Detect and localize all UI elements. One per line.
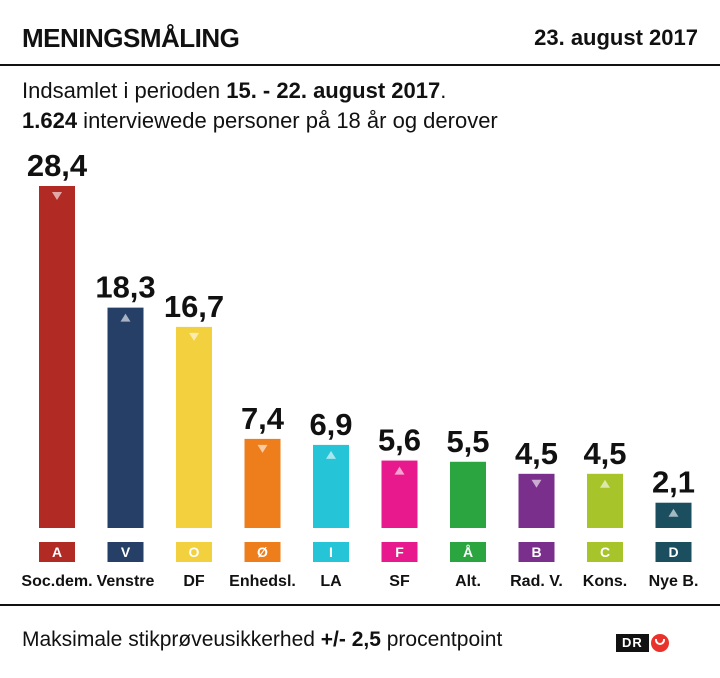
category-label: SF bbox=[389, 573, 410, 590]
party-letter: O bbox=[189, 544, 200, 560]
trend-up-icon bbox=[668, 508, 679, 517]
value-label: 4,5 bbox=[583, 436, 626, 471]
party-letter-badge bbox=[518, 542, 555, 562]
category-label: Rad. V. bbox=[510, 573, 563, 590]
party-letter-badge bbox=[587, 542, 623, 562]
subtitle-respondents: 1.624 interviewede personer på 18 år og … bbox=[22, 108, 498, 134]
chart-date: 23. august 2017 bbox=[534, 25, 698, 50]
bar-O bbox=[176, 326, 212, 528]
bar-Å bbox=[450, 461, 486, 528]
dr-logo-icon bbox=[650, 634, 669, 652]
trend-up-icon bbox=[326, 450, 336, 459]
party-letter: C bbox=[600, 544, 610, 560]
party-letter: Ø bbox=[257, 544, 268, 560]
trend-up-icon bbox=[394, 466, 405, 475]
category-label: DF bbox=[183, 573, 205, 590]
party-letter-badge bbox=[107, 542, 144, 562]
category-label: Nye B. bbox=[649, 573, 699, 590]
bar-A bbox=[39, 186, 75, 528]
value-label: 5,6 bbox=[378, 423, 421, 458]
bar-V bbox=[107, 307, 144, 528]
bar-chart: 28,4ASoc.dem.18,3VVenstre16,7ODF7,4ØEnhe… bbox=[21, 148, 699, 590]
dr-logo-text: DR bbox=[616, 634, 649, 652]
top-divider bbox=[0, 64, 720, 66]
value-label: 16,7 bbox=[164, 289, 224, 324]
category-label: Kons. bbox=[583, 573, 627, 590]
party-letter: V bbox=[121, 544, 131, 560]
value-label: 18,3 bbox=[95, 270, 155, 305]
footer-suffix: procentpoint bbox=[380, 628, 503, 651]
party-letter-badge bbox=[39, 542, 75, 562]
party-letter-badge bbox=[176, 542, 212, 562]
party-letter: A bbox=[52, 544, 62, 560]
subtitle-period: Indsamlet i perioden 15. - 22. august 20… bbox=[22, 78, 446, 104]
respondent-count: 1.624 bbox=[22, 108, 78, 133]
party-letter: I bbox=[329, 544, 333, 560]
trend-up-icon bbox=[120, 313, 131, 322]
category-label: LA bbox=[320, 573, 342, 590]
party-letter-badge bbox=[655, 542, 692, 562]
party-letter: F bbox=[395, 544, 404, 560]
chart-header: MENINGSMÅLING 23. august 2017 bbox=[22, 16, 698, 60]
category-label: Venstre bbox=[97, 573, 155, 590]
value-label: 7,4 bbox=[241, 401, 285, 436]
chart-title: MENINGSMÅLING bbox=[22, 22, 240, 53]
footer-prefix: Maksimale stikprøveusikkerhed bbox=[22, 628, 321, 651]
value-label: 28,4 bbox=[27, 148, 88, 183]
trend-up-icon bbox=[600, 479, 610, 488]
category-label: Soc.dem. bbox=[21, 573, 92, 590]
value-label: 2,1 bbox=[652, 465, 695, 500]
party-letter-badge bbox=[313, 542, 349, 562]
category-label: Enhedsl. bbox=[229, 573, 296, 590]
party-letter: D bbox=[668, 544, 678, 560]
trend-down-icon bbox=[52, 192, 62, 200]
subtitle-period-dates: 15. - 22. august 2017 bbox=[226, 78, 441, 103]
subtitle-period-suffix: . bbox=[440, 78, 447, 103]
value-label: 5,5 bbox=[446, 424, 489, 459]
value-label: 6,9 bbox=[309, 407, 352, 442]
party-letter: Å bbox=[463, 544, 473, 560]
trend-down-icon bbox=[531, 479, 542, 488]
subtitle-period-prefix: Indsamlet i perioden bbox=[22, 78, 227, 103]
party-letter-badge bbox=[381, 542, 418, 562]
respondent-description: interviewede personer på 18 år og derove… bbox=[77, 108, 498, 133]
bar-Ø bbox=[244, 438, 281, 528]
footer-note: Maksimale stikprøveusikkerhed +/- 2,5 pr… bbox=[22, 628, 502, 652]
value-label: 4,5 bbox=[515, 436, 558, 471]
trend-down-icon bbox=[189, 332, 199, 341]
dr-logo: DR bbox=[616, 634, 669, 652]
trend-down-icon bbox=[257, 444, 268, 453]
party-letter-badge bbox=[450, 542, 486, 562]
category-label: Alt. bbox=[455, 573, 481, 590]
bottom-divider bbox=[0, 604, 720, 606]
party-letter: B bbox=[531, 544, 541, 560]
party-letter-badge bbox=[244, 542, 281, 562]
footer-margin: +/- 2,5 bbox=[320, 628, 381, 651]
